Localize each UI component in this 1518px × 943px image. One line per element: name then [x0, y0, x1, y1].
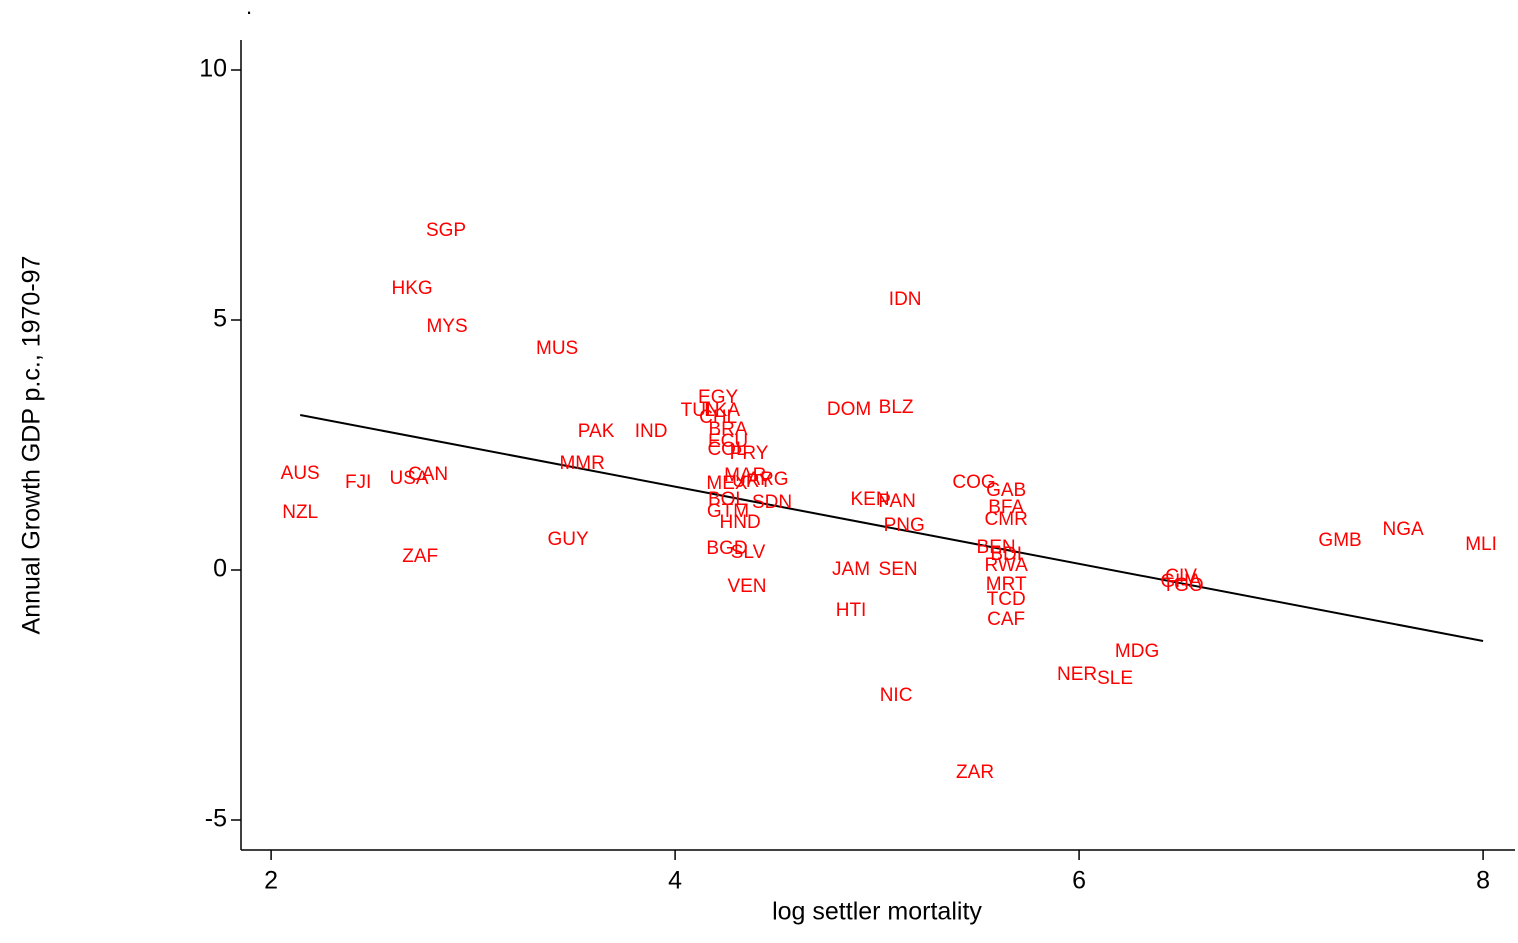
point-label: PAK: [578, 421, 615, 442]
point-label: IDN: [889, 289, 922, 310]
x-tick-label: 4: [668, 867, 682, 895]
point-label: MRT: [986, 574, 1027, 595]
point-label: GAB: [986, 480, 1026, 501]
point-label: CAF: [987, 609, 1025, 630]
point-label: GMB: [1318, 530, 1361, 551]
point-label: MAR: [724, 465, 766, 486]
point-label: NGA: [1382, 519, 1424, 540]
point-label: URY: [732, 471, 772, 492]
point-label: BEN: [977, 537, 1016, 558]
point-label: CHL: [699, 407, 737, 428]
point-label: NZL: [282, 502, 318, 523]
point-label: MDG: [1115, 641, 1159, 662]
point-label: ARG: [747, 469, 788, 490]
point-label: MUS: [536, 338, 578, 359]
point-label: AUS: [281, 463, 320, 484]
point-label: BOL: [708, 489, 746, 510]
x-tick-label: 8: [1476, 867, 1490, 895]
point-label: SGP: [426, 220, 466, 241]
point-label: CIV: [1165, 566, 1197, 587]
point-label: JAM: [832, 559, 870, 580]
x-axis-title: log settler mortality: [772, 898, 982, 926]
y-tick-label: 5: [213, 305, 227, 333]
point-label: RWA: [985, 555, 1029, 576]
point-label: PAN: [878, 491, 916, 512]
point-label: MLI: [1465, 534, 1497, 555]
x-tick-label: 6: [1072, 867, 1086, 895]
point-label: HTI: [836, 600, 867, 621]
point-label: BRA: [708, 419, 747, 440]
point-label: COL: [707, 439, 746, 460]
point-label: MYS: [426, 316, 467, 337]
y-tick-label: 0: [213, 555, 227, 583]
point-label: SLV: [731, 542, 766, 563]
point-label: TCD: [987, 589, 1026, 610]
point-label: PRY: [730, 443, 769, 464]
y-axis-title: Annual Growth GDP p.c., 1970-97: [18, 256, 46, 635]
point-label: ECU: [708, 431, 748, 452]
point-label: LKA: [704, 400, 740, 421]
y-tick-label: 10: [199, 55, 227, 83]
point-label: USA: [390, 468, 429, 489]
point-label: GHA: [1161, 571, 1203, 592]
point-label: HND: [720, 512, 761, 533]
point-label: DOM: [827, 399, 871, 420]
point-label: HKG: [391, 278, 432, 299]
point-label: SLE: [1097, 668, 1133, 689]
point-label: ZAF: [402, 546, 438, 567]
point-label: BDI: [990, 544, 1022, 565]
point-label: MEX: [706, 473, 748, 494]
point-label: CMR: [985, 509, 1028, 530]
point-label: EGY: [698, 387, 738, 408]
y-tick-label: -5: [205, 805, 227, 833]
point-label: VEN: [727, 576, 766, 597]
point-label: SDN: [752, 492, 792, 513]
point-label: NER: [1057, 664, 1097, 685]
point-label: COG: [952, 472, 995, 493]
point-label: SEN: [879, 559, 918, 580]
point-label: BLZ: [879, 397, 914, 418]
point-label: FJI: [345, 472, 371, 493]
point-label: BGD: [706, 538, 747, 559]
point-label: NIC: [880, 685, 913, 706]
point-label: PNG: [884, 515, 925, 536]
point-label: BFA: [988, 497, 1024, 518]
point-label: ZAR: [956, 762, 994, 783]
point-label: TGO: [1163, 575, 1204, 596]
x-tick-label: 2: [264, 867, 278, 895]
point-label: GUY: [547, 529, 589, 550]
point-label: TUN: [681, 400, 720, 421]
fit-line: [299, 414, 1484, 642]
point-label: IND: [635, 421, 668, 442]
point-label: KEN: [850, 489, 889, 510]
point-label: CAN: [408, 464, 448, 485]
point-label: GTM: [707, 501, 749, 522]
chart-title: .: [246, 0, 252, 19]
point-label: MMR: [559, 453, 604, 474]
